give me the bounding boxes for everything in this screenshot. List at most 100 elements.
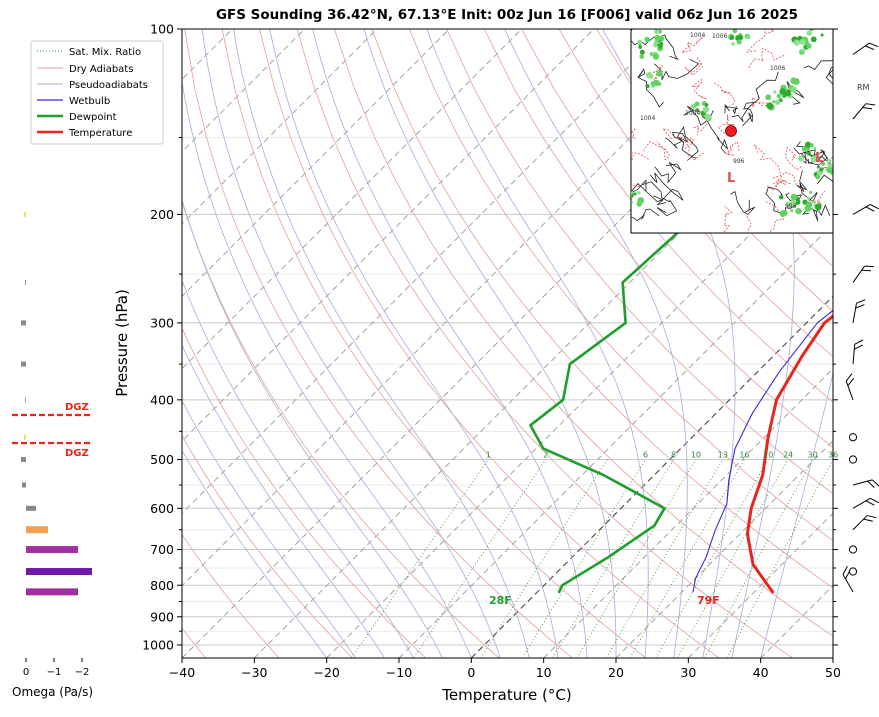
map-precip-dot (630, 194, 634, 198)
legend-wetbulb: Wetbulb (69, 96, 110, 107)
omega-bar (26, 546, 78, 553)
map-precip-dot (639, 54, 644, 59)
map-low-marker: L (727, 171, 735, 186)
map-precip-dot (799, 39, 805, 45)
map-precip-dot (790, 86, 797, 93)
wind-barb (853, 496, 879, 515)
map-precip-dot (794, 39, 800, 45)
map-precip-dot (815, 175, 820, 180)
map-precip-dot (811, 36, 817, 42)
legend-temperature: Temperature (68, 128, 132, 139)
mixing-ratio-label: 20 (763, 451, 773, 460)
y-tick-label: 300 (150, 315, 174, 330)
x-tick-label: −30 (241, 665, 267, 680)
map-precip-dot (703, 106, 709, 112)
map-precip-dot (654, 80, 660, 86)
mixing-ratio-line (727, 460, 833, 659)
mixing-ratio-label: 8 (671, 451, 676, 460)
map-precip-dot (784, 212, 788, 216)
map-precip-dot (766, 102, 773, 109)
map-precip-dot (628, 200, 633, 205)
omega-bar (25, 397, 26, 402)
y-axis-label: Pressure (hPa) (113, 289, 131, 397)
dry-adiabat (859, 29, 879, 658)
dgz-label-bottom: DGZ (65, 448, 89, 459)
mixing-ratio-label: 16 (739, 451, 749, 460)
map-contour-label: 1004 (685, 110, 700, 117)
x-tick-label: 0 (467, 665, 475, 680)
omega-tick-1: −1 (47, 667, 62, 678)
map-contour-label: 1006 (712, 33, 727, 40)
map-location-marker (726, 126, 737, 137)
x-tick-label: −10 (386, 665, 412, 680)
legend-pseudoadiabats: Pseudoadiabats (69, 80, 148, 91)
mixing-ratio-line (352, 460, 489, 659)
map-precip-dot (625, 198, 630, 203)
omega-bar (26, 526, 48, 533)
map-precip-dot (810, 143, 814, 147)
mixing-ratio-line (481, 460, 608, 659)
omega-bar (21, 457, 26, 462)
map-precip-dot (638, 44, 641, 47)
map-precip-dot (644, 37, 650, 43)
y-tick-label: 800 (150, 578, 174, 593)
pseudoadiabat (427, 29, 648, 658)
map-precip-dot (738, 35, 743, 40)
pseudoadiabat (270, 29, 558, 658)
omega-axis-label: Omega (Pa/s) (12, 685, 93, 699)
omega-tick-2: −2 (75, 667, 90, 678)
map-precip-dot (656, 70, 663, 77)
map-precip-dot (819, 167, 823, 171)
map-contour-label: 996 (733, 158, 745, 165)
map-precip-dot (806, 201, 813, 208)
y-tick-label: 400 (150, 392, 174, 407)
mixing-ratio-line (414, 460, 546, 659)
x-tick-label: 50 (825, 665, 841, 680)
calm-wind-circle (849, 546, 856, 553)
y-tick-label: 200 (150, 207, 174, 222)
x-tick-label: 30 (680, 665, 696, 680)
omega-bar (26, 506, 36, 511)
map-precip-dot (807, 30, 812, 35)
dry-adiabat (147, 29, 499, 658)
chart-title: GFS Sounding 36.42°N, 67.13°E Init: 00z … (216, 7, 798, 23)
omega-bar (24, 212, 26, 217)
surface-temp-label: 79F (697, 594, 720, 607)
map-precip-dot (807, 152, 811, 156)
mixing-ratio-label: 13 (718, 451, 728, 460)
map-precip-dot (640, 50, 645, 55)
map-precip-dot (816, 21, 821, 26)
map-precip-dot (746, 35, 751, 40)
map-precip-dot (659, 36, 665, 42)
map-precip-dot (791, 194, 797, 200)
mixing-ratio-label: 10 (691, 451, 701, 460)
map-precip-dot (645, 84, 649, 88)
y-tick-label: 900 (150, 609, 174, 624)
map-precip-dot (828, 164, 832, 168)
mixing-ratio-line (678, 460, 788, 659)
pseudoadiabat (128, 29, 413, 658)
y-tick-label: 500 (150, 452, 174, 467)
map-precip-dot (779, 88, 785, 94)
mixing-ratio-label: 1 (486, 451, 491, 460)
wind-barb (844, 374, 860, 400)
omega-panel: Omega (Pa/s) 0 −1 −2 DGZ DGZ (12, 212, 93, 699)
mixing-ratio-label: 30 (808, 451, 818, 460)
wind-barb (853, 100, 875, 124)
x-tick-label: −20 (313, 665, 339, 680)
map-precip-dot (806, 43, 811, 48)
calm-wind-circle (849, 434, 856, 441)
map-precip-dot (659, 45, 663, 49)
legend-dry-adiabats: Dry Adiabats (69, 64, 133, 75)
legend-dewpoint: Dewpoint (69, 112, 117, 123)
map-contour-label: 1006 (770, 65, 785, 72)
map-precip-dot (705, 114, 712, 121)
y-tick-label: 1000 (142, 637, 174, 652)
y-tick-label: 700 (150, 542, 174, 557)
map-precip-dot (765, 94, 771, 100)
map-contour-label: 996 (785, 203, 797, 210)
wind-barb (853, 339, 863, 365)
map-precip-dot (695, 101, 700, 106)
